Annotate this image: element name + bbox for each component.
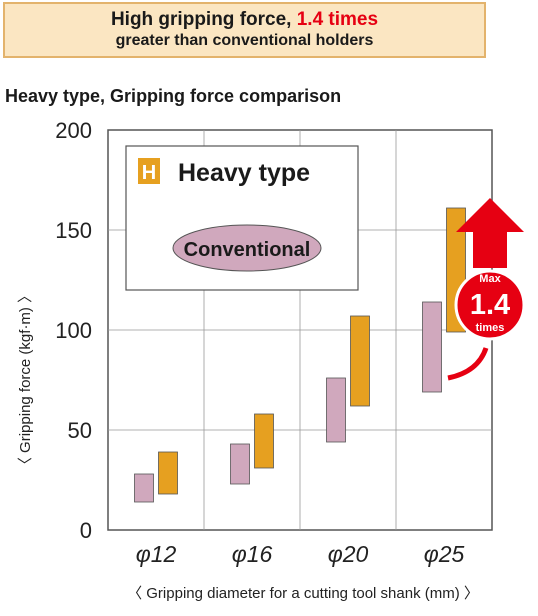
- y-tick-label: 100: [55, 318, 92, 343]
- y-tick-labels: 0 50 100 150 200: [55, 118, 92, 543]
- x-axis-label: 〈 Gripping diameter for a cutting tool s…: [127, 585, 479, 602]
- callout-value: 1.4: [470, 289, 510, 321]
- headline-highlight: 1.4 times: [296, 9, 379, 30]
- increase-arrow-icon: [456, 198, 524, 268]
- legend-heavy-label: Heavy type: [178, 159, 310, 187]
- conventional-ellipse-icon: [172, 224, 322, 272]
- y-tick-label: 150: [55, 218, 92, 243]
- heavy-range-bar: [158, 451, 178, 495]
- conventional-range-bar: [326, 377, 346, 443]
- conventional-range-bar: [134, 473, 154, 503]
- chart-title: Heavy type, Gripping force comparison: [5, 86, 342, 106]
- y-tick-label: 0: [80, 518, 92, 543]
- x-tick-label: φ20: [328, 541, 369, 567]
- x-tick-label: φ12: [136, 541, 177, 567]
- heavy-range-bar: [350, 315, 370, 407]
- conventional-range-bar: [422, 301, 442, 393]
- headline-line-2: greater than conventional holders: [115, 32, 374, 49]
- x-category-labels: φ12 φ16 φ20 φ25: [136, 541, 465, 567]
- x-tick-label: φ25: [424, 541, 465, 567]
- y-axis-label: 〈 Gripping force (kgf·m) 〉: [17, 288, 34, 472]
- callout-badge: [454, 269, 526, 341]
- callout-pointer-icon: [447, 347, 489, 381]
- legend-conventional-label: Conventional: [184, 239, 311, 261]
- y-tick-label: 200: [55, 118, 92, 143]
- headline-line-1: High gripping force, 1.4 times: [5, 9, 484, 31]
- y-tick-label: 50: [68, 418, 92, 443]
- headline-banner: High gripping force, 1.4 times greater t…: [3, 2, 486, 58]
- callout-bottom-text: times: [476, 322, 505, 334]
- headline-prefix: High gripping force,: [110, 9, 297, 30]
- conventional-range-bar: [230, 443, 250, 485]
- heavy-badge-letter: H: [142, 162, 156, 184]
- callout-top-text: Max: [479, 273, 501, 285]
- heavy-range-bar: [254, 413, 274, 469]
- x-tick-label: φ16: [232, 541, 273, 567]
- heavy-badge-icon: [138, 158, 160, 184]
